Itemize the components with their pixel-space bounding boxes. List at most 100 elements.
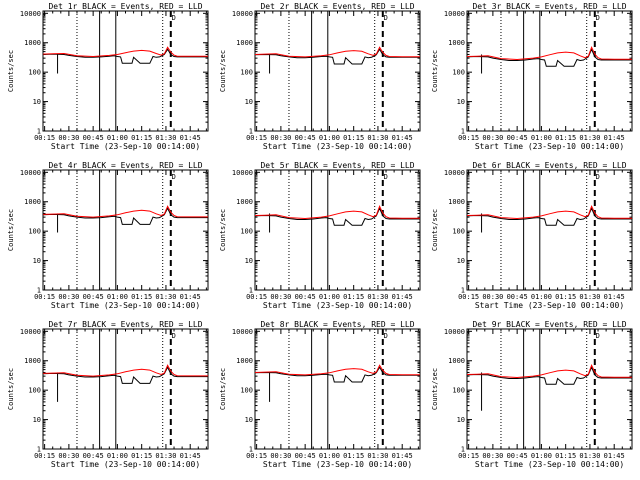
y-tick-label: 10000 [20,10,41,18]
x-tick-label: 01:15 [555,134,576,142]
x-tick-label: 01:15 [343,452,364,460]
x-tick-label: 01:00 [531,293,552,301]
y-tick-label: 1 [37,128,41,136]
plot-frame [42,10,209,132]
x-tick-label: 01:30 [155,452,176,460]
y-tick-label: 100 [28,228,41,236]
plot-frame [254,169,421,291]
y-axis-label: Counts/sec [7,368,15,410]
y-tick-label: 10000 [232,10,253,18]
peak-label: D [172,173,176,181]
y-tick-label: 10 [33,257,41,265]
x-tick-label: 01:45 [392,134,413,142]
y-tick-label: 1 [249,287,253,295]
x-tick-label: 00:30 [58,134,79,142]
panel-4: Det 4r BLACK = Events, RED = LLD 1 10 100 10… [7,161,209,310]
y-tick-label: 10 [457,257,465,265]
x-tick-label: 01:45 [604,134,625,142]
x-tick-label: 01:15 [555,452,576,460]
x-tick-label: 00:30 [58,452,79,460]
x-tick-label: 01:45 [180,452,201,460]
panel-5: Det 5r BLACK = Events, RED = LLD 1 10 100 10… [219,161,421,310]
x-tick-label: 01:00 [319,293,340,301]
y-tick-label: 1 [37,446,41,454]
x-axis-label: Start Time (23-Sep-10 00:14:00) [475,460,624,469]
plot-frame [42,169,209,291]
y-axis-label: Counts/sec [219,209,227,251]
peak-label: D [596,14,600,22]
panel-1: Det 1r BLACK = Events, RED = LLD 1 10 100 10… [7,2,209,151]
y-tick-label: 100 [240,387,253,395]
plot-frame [42,328,209,450]
y-tick-label: 1 [461,287,465,295]
lld-series-line [254,364,420,376]
plot-frame [254,10,421,132]
peak-label: D [172,14,176,22]
x-tick-label: 01:00 [319,452,340,460]
x-axis-label: Start Time (23-Sep-10 00:14:00) [263,142,412,151]
y-tick-label: 1000 [24,198,41,206]
x-tick-label: 00:45 [83,134,104,142]
x-tick-label: 00:45 [83,452,104,460]
y-axis-label: Counts/sec [431,50,439,92]
y-tick-label: 10 [245,416,253,424]
x-tick-label: 01:30 [155,293,176,301]
lld-series-line [466,364,632,379]
y-tick-label: 10000 [20,169,41,177]
y-tick-label: 1000 [24,39,41,47]
y-tick-label: 1000 [236,39,253,47]
x-tick-label: 01:30 [367,293,388,301]
peak-label: D [384,173,388,181]
x-tick-label: 01:30 [367,134,388,142]
x-tick-label: 01:30 [155,134,176,142]
y-tick-label: 10000 [20,328,41,336]
y-axis-label: Counts/sec [431,209,439,251]
y-tick-label: 10 [457,98,465,106]
events-series-line [466,48,632,67]
y-tick-label: 10 [245,257,253,265]
x-tick-label: 01:15 [343,293,364,301]
y-tick-label: 1 [461,446,465,454]
events-series-line [42,366,208,384]
x-tick-label: 00:30 [270,134,291,142]
x-tick-label: 01:45 [392,293,413,301]
events-series-line [254,366,420,383]
x-tick-label: 01:30 [579,293,600,301]
panel-title: Det 6r BLACK = Events, RED = LLD [472,161,626,170]
x-tick-label: 00:15 [34,293,55,301]
panel-3: Det 3r BLACK = Events, RED = LLD 1 10 100 10… [431,2,633,151]
panel-7: Det 7r BLACK = Events, RED = LLD 1 10 100 10… [7,320,209,469]
x-tick-label: 00:30 [482,134,503,142]
x-tick-label: 00:15 [458,134,479,142]
x-tick-label: 00:30 [482,452,503,460]
x-tick-label: 01:15 [555,293,576,301]
y-axis-label: Counts/sec [431,368,439,410]
events-series-line [42,48,208,64]
x-tick-label: 01:45 [604,293,625,301]
y-tick-label: 10000 [444,10,465,18]
x-tick-label: 01:15 [343,134,364,142]
y-axis-label: Counts/sec [7,50,15,92]
lld-series-line [42,364,208,377]
y-tick-label: 1000 [24,357,41,365]
plot-frame [466,10,633,132]
x-tick-label: 00:30 [58,293,79,301]
lld-series-line [42,205,208,218]
x-tick-label: 00:30 [270,452,291,460]
x-tick-label: 01:30 [579,452,600,460]
x-tick-label: 00:45 [507,134,528,142]
x-tick-label: 01:45 [180,293,201,301]
y-tick-label: 100 [452,69,465,77]
y-tick-label: 10 [245,98,253,106]
y-axis-label: Counts/sec [219,50,227,92]
events-series-line [466,366,632,385]
x-tick-label: 01:45 [392,452,413,460]
x-tick-label: 00:30 [270,293,291,301]
lld-series-line [42,46,208,58]
x-tick-label: 00:45 [295,293,316,301]
x-tick-label: 01:30 [367,452,388,460]
x-tick-label: 00:45 [507,452,528,460]
x-tick-label: 01:45 [604,452,625,460]
x-axis-label: Start Time (23-Sep-10 00:14:00) [51,301,200,310]
